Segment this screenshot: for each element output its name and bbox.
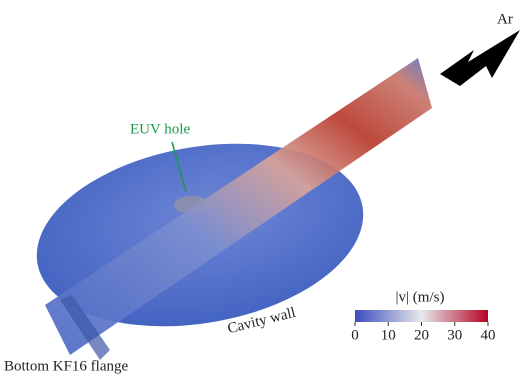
- euv-pointer: [171, 141, 187, 193]
- colorbar-tick-label: 0: [351, 327, 359, 343]
- gas-arrow: [440, 30, 520, 86]
- flange-label: Bottom KF16 flange: [4, 358, 129, 374]
- flange-plane: [60, 295, 110, 360]
- euv-hole-label: EUV hole: [130, 121, 190, 137]
- colorbar-title: |v| (m/s): [396, 289, 445, 305]
- colorbar-tick-label: 30: [447, 327, 462, 343]
- colorbar: [355, 310, 488, 322]
- gas-label: Ar: [497, 11, 513, 27]
- colorbar-tick-label: 40: [481, 327, 496, 343]
- colorbar-tick-label: 20: [414, 327, 429, 343]
- colorbar-ticks: 0 10 20 30 40: [351, 322, 496, 343]
- colorbar-tick-label: 10: [381, 327, 396, 343]
- flow-plane: [45, 58, 432, 355]
